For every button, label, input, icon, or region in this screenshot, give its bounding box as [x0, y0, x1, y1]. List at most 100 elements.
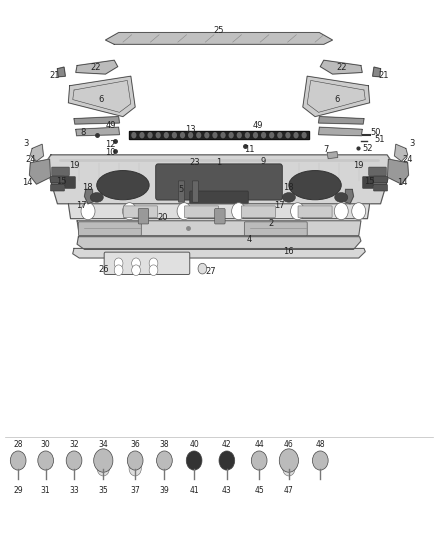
Circle shape: [196, 132, 201, 139]
Circle shape: [232, 203, 246, 220]
Circle shape: [253, 132, 258, 139]
Text: 19: 19: [69, 161, 79, 170]
FancyBboxPatch shape: [241, 206, 276, 217]
Circle shape: [251, 451, 267, 470]
Polygon shape: [318, 127, 362, 136]
Polygon shape: [130, 132, 308, 139]
Text: 41: 41: [189, 486, 199, 495]
FancyBboxPatch shape: [78, 222, 141, 236]
Circle shape: [180, 132, 185, 139]
Polygon shape: [74, 117, 120, 124]
Circle shape: [237, 132, 242, 139]
Circle shape: [293, 132, 299, 139]
Circle shape: [261, 132, 266, 139]
Text: 47: 47: [284, 486, 294, 495]
Text: 17: 17: [76, 201, 86, 210]
Text: 5: 5: [178, 185, 183, 195]
FancyBboxPatch shape: [298, 206, 332, 217]
Text: 1: 1: [216, 158, 222, 167]
Text: 3: 3: [23, 139, 29, 148]
FancyBboxPatch shape: [65, 176, 75, 188]
Text: 18: 18: [82, 183, 92, 192]
Text: 21: 21: [378, 70, 389, 79]
Text: 26: 26: [98, 265, 109, 273]
Circle shape: [132, 265, 141, 276]
FancyBboxPatch shape: [369, 167, 386, 175]
Text: 10: 10: [106, 148, 116, 157]
Circle shape: [94, 449, 113, 472]
Circle shape: [149, 265, 158, 276]
Text: 31: 31: [41, 486, 50, 495]
Circle shape: [279, 449, 298, 472]
Text: 40: 40: [189, 440, 199, 449]
Circle shape: [139, 132, 145, 139]
Circle shape: [334, 203, 348, 220]
Circle shape: [131, 132, 137, 139]
Text: 2: 2: [269, 220, 274, 229]
Text: 24: 24: [25, 155, 35, 164]
Polygon shape: [327, 152, 338, 159]
Polygon shape: [85, 189, 93, 204]
Circle shape: [198, 263, 207, 274]
Text: 20: 20: [157, 213, 167, 222]
Polygon shape: [77, 237, 361, 249]
Text: 38: 38: [159, 440, 169, 449]
FancyBboxPatch shape: [190, 191, 248, 204]
Polygon shape: [76, 60, 118, 74]
Polygon shape: [76, 127, 120, 136]
Circle shape: [177, 203, 191, 220]
FancyBboxPatch shape: [184, 206, 219, 217]
Text: 12: 12: [106, 140, 116, 149]
Ellipse shape: [289, 171, 341, 200]
Ellipse shape: [97, 171, 149, 200]
Text: 15: 15: [364, 177, 375, 186]
Text: 14: 14: [397, 178, 408, 187]
Circle shape: [149, 258, 158, 269]
Text: 43: 43: [222, 486, 232, 495]
Text: 3: 3: [409, 139, 415, 148]
Text: 39: 39: [159, 486, 170, 495]
Circle shape: [81, 203, 95, 220]
Text: 13: 13: [185, 125, 196, 134]
Text: 46: 46: [284, 440, 294, 449]
Circle shape: [188, 132, 193, 139]
Text: 49: 49: [253, 121, 264, 130]
FancyBboxPatch shape: [50, 176, 64, 182]
Circle shape: [269, 132, 274, 139]
FancyBboxPatch shape: [52, 176, 69, 185]
Text: 35: 35: [99, 486, 108, 495]
Polygon shape: [395, 144, 408, 161]
Text: 18: 18: [283, 183, 293, 192]
Polygon shape: [29, 159, 50, 184]
Text: 52: 52: [362, 144, 373, 153]
Text: 34: 34: [99, 440, 108, 449]
Circle shape: [132, 258, 141, 269]
FancyBboxPatch shape: [244, 222, 307, 236]
FancyBboxPatch shape: [374, 176, 388, 182]
Circle shape: [66, 451, 82, 470]
Circle shape: [204, 132, 209, 139]
Text: 14: 14: [21, 178, 32, 187]
Text: 29: 29: [13, 486, 23, 495]
FancyBboxPatch shape: [369, 176, 386, 185]
Polygon shape: [303, 76, 370, 117]
Text: 7: 7: [323, 145, 328, 154]
Circle shape: [148, 132, 153, 139]
Circle shape: [277, 132, 283, 139]
FancyBboxPatch shape: [178, 181, 184, 202]
Polygon shape: [68, 204, 370, 219]
Circle shape: [127, 451, 143, 470]
Circle shape: [164, 132, 169, 139]
Polygon shape: [30, 144, 43, 161]
Polygon shape: [77, 221, 361, 236]
Circle shape: [301, 132, 307, 139]
Ellipse shape: [335, 192, 348, 202]
Text: 6: 6: [334, 94, 339, 103]
FancyBboxPatch shape: [124, 206, 157, 217]
Polygon shape: [68, 76, 135, 117]
Text: 4: 4: [247, 236, 252, 245]
Circle shape: [123, 203, 137, 220]
Text: 22: 22: [91, 63, 101, 71]
Ellipse shape: [90, 192, 103, 202]
Circle shape: [38, 451, 53, 470]
